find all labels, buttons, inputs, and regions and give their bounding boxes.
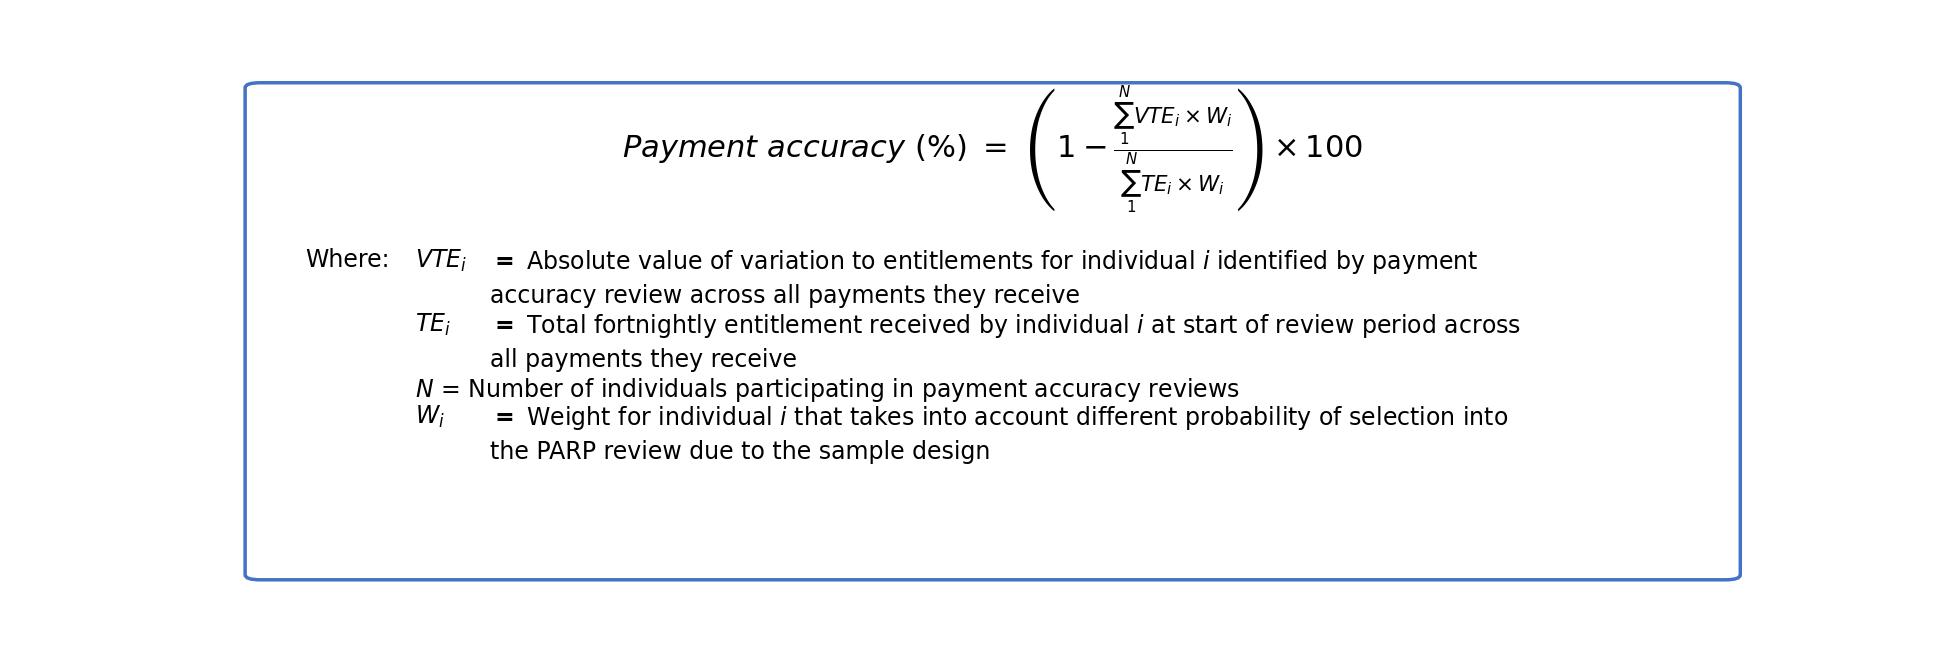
Text: the PARP review due to the sample design: the PARP review due to the sample design bbox=[490, 440, 990, 464]
Text: $\mathit{Payment\ accuracy\ (\%)}\ =\ \left(1 - \frac{\sum_1^N \mathit{VTE}_i \t: $\mathit{Payment\ accuracy\ (\%)}\ =\ \l… bbox=[622, 83, 1364, 216]
Text: accuracy review across all payments they receive: accuracy review across all payments they… bbox=[490, 284, 1079, 308]
Text: $\mathit{N}$ = Number of individuals participating in payment accuracy reviews: $\mathit{N}$ = Number of individuals par… bbox=[415, 377, 1240, 404]
Text: Where:: Where: bbox=[306, 248, 389, 272]
FancyBboxPatch shape bbox=[246, 83, 1739, 580]
Text: $\mathit{TE}_i$: $\mathit{TE}_i$ bbox=[415, 312, 451, 338]
Text: all payments they receive: all payments they receive bbox=[490, 348, 796, 373]
Text: $\mathbf{=}$ Weight for individual $\mathit{i}$ that takes into account differen: $\mathbf{=}$ Weight for individual $\mat… bbox=[490, 404, 1509, 432]
Text: $\mathit{VTE}_i$: $\mathit{VTE}_i$ bbox=[415, 248, 467, 274]
Text: $\mathit{W}_i$: $\mathit{W}_i$ bbox=[415, 404, 446, 430]
Text: $\mathbf{=}$ Total fortnightly entitlement received by individual $\mathit{i}$ a: $\mathbf{=}$ Total fortnightly entitleme… bbox=[490, 312, 1521, 340]
Text: $\mathbf{=}$ Absolute value of variation to entitlements for individual $\mathit: $\mathbf{=}$ Absolute value of variation… bbox=[490, 248, 1478, 276]
